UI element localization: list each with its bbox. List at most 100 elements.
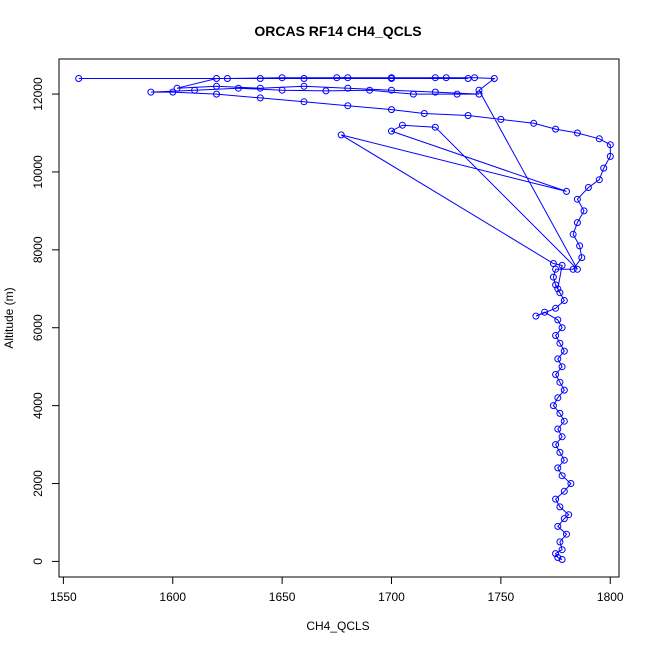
data-point (388, 75, 395, 82)
data-point (556, 339, 564, 347)
data-point (497, 115, 505, 123)
data-point (300, 75, 308, 82)
data-point (556, 378, 564, 386)
data-point (344, 84, 352, 92)
data-point (595, 135, 603, 143)
data-point (388, 106, 395, 114)
data-point (366, 86, 374, 94)
data-point (584, 184, 592, 191)
data-point (75, 75, 83, 82)
data-point (344, 102, 352, 110)
x-tick-label: 1550 (50, 590, 77, 604)
data-point (569, 265, 577, 273)
data-point (554, 394, 562, 402)
x-tick-label: 1800 (597, 590, 624, 604)
x-tick-label: 1700 (378, 590, 405, 604)
data-point (578, 254, 586, 262)
data-point (558, 556, 566, 563)
x-axis-label: CH4_QCLS (306, 619, 369, 633)
data-point (595, 176, 603, 184)
y-axis: 0 2000 4000 6000 8000 10000 12000 (31, 77, 59, 565)
data-point (552, 332, 560, 339)
y-tick-label: 8000 (31, 236, 45, 263)
data-point (344, 74, 352, 82)
data-series (75, 74, 614, 563)
data-point (556, 448, 564, 456)
data-point (573, 219, 581, 227)
data-point (554, 464, 562, 472)
data-point (563, 530, 570, 538)
data-point (475, 86, 483, 94)
data-point (453, 90, 461, 98)
data-point (552, 495, 560, 503)
x-tick-label: 1750 (488, 590, 515, 604)
data-point (398, 121, 406, 129)
data-point (606, 152, 614, 160)
data-point (573, 195, 581, 203)
data-point (256, 94, 264, 102)
plot-frame (58, 58, 620, 578)
data-point (560, 297, 568, 304)
data-point (580, 207, 588, 215)
data-point (442, 74, 450, 82)
series-line (78, 77, 611, 560)
data-point (558, 433, 566, 441)
data-point (552, 281, 560, 289)
data-point (554, 522, 562, 530)
y-tick-label: 6000 (31, 314, 45, 341)
data-point (560, 456, 568, 464)
data-point (560, 386, 568, 394)
data-point (560, 515, 568, 523)
data-point (573, 265, 581, 273)
data-point (147, 88, 155, 96)
data-point (556, 289, 564, 297)
data-point (173, 84, 181, 92)
data-point (169, 88, 177, 96)
data-point (532, 312, 540, 320)
data-point (464, 112, 472, 119)
data-point (431, 123, 439, 131)
x-tick-label: 1600 (159, 590, 186, 604)
y-tick-label: 12000 (31, 77, 45, 111)
data-point (552, 304, 560, 312)
data-point (191, 86, 199, 94)
data-point (223, 75, 231, 82)
data-point (554, 425, 562, 433)
data-point (475, 90, 483, 98)
data-point (552, 265, 560, 273)
data-point (464, 75, 472, 82)
data-point (600, 164, 608, 172)
x-tick-label: 1650 (269, 590, 296, 604)
data-point (556, 409, 564, 417)
data-point (576, 242, 584, 250)
data-point (213, 90, 220, 98)
x-axis: 1550 1600 1650 1700 1750 1800 (50, 577, 624, 604)
data-point (322, 87, 330, 95)
data-point (554, 316, 562, 324)
data-point (556, 503, 564, 511)
data-point (213, 75, 220, 82)
data-point (554, 554, 562, 561)
data-point (558, 324, 566, 332)
data-point (569, 230, 577, 238)
data-point (558, 261, 566, 269)
data-point (563, 187, 570, 195)
data-point (530, 119, 538, 127)
data-point (337, 131, 345, 139)
data-point (552, 550, 560, 558)
data-point (560, 487, 568, 495)
y-axis-label: Altitude (m) (2, 287, 16, 348)
data-point (300, 82, 308, 90)
data-point (565, 511, 573, 519)
data-point (388, 127, 395, 135)
data-point (420, 110, 428, 117)
data-point (549, 402, 557, 410)
data-point (300, 98, 308, 106)
data-point (541, 308, 549, 316)
data-point (278, 74, 286, 82)
data-point (552, 371, 560, 378)
data-point (549, 260, 557, 267)
y-tick-label: 2000 (31, 470, 45, 497)
data-point (471, 74, 479, 82)
